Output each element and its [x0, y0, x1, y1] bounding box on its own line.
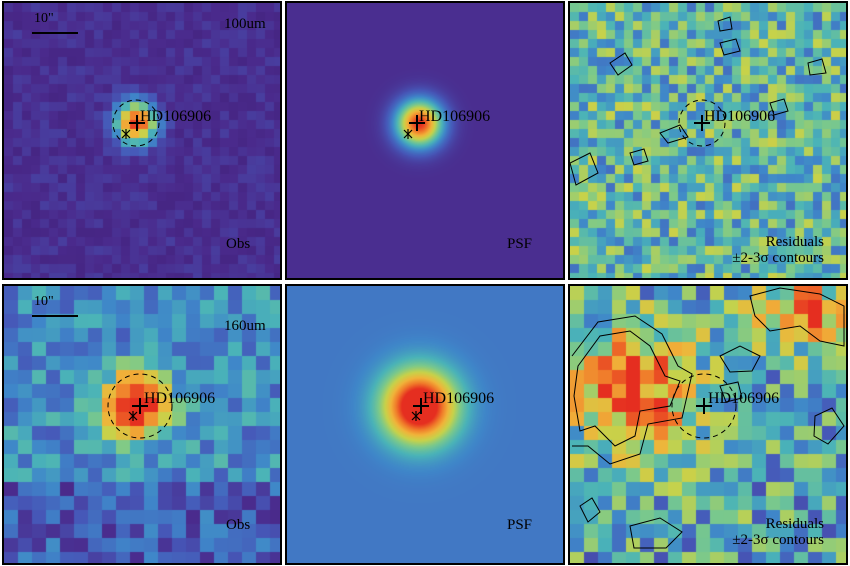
scale-bar-label: 10" — [34, 11, 54, 26]
panel-160um-residual: HD106906 Residuals ±2-3σ contours — [568, 284, 848, 565]
image-100um-psf — [287, 3, 563, 278]
image-100um-residual — [570, 3, 846, 278]
target-label: HD106906 — [140, 108, 212, 125]
corner-label: PSF — [507, 236, 533, 252]
target-label: HD106906 — [704, 108, 776, 125]
target-label: HD106906 — [144, 390, 216, 407]
overlay-160um-obs — [32, 315, 173, 439]
corner-label: Residuals — [765, 234, 824, 250]
corner-label: Obs — [226, 517, 251, 533]
band-label: 160um — [224, 318, 266, 334]
target-label: HD106906 — [423, 390, 495, 407]
overlay-100um-obs — [32, 32, 160, 147]
overlay-100um-residual — [570, 16, 827, 186]
panel-100um-obs: 10" 100um HD106906 Obs — [2, 1, 282, 280]
image-160um-psf — [287, 286, 563, 563]
target-label: HD106906 — [708, 390, 780, 407]
image-100um-obs — [4, 3, 280, 278]
panel-160um-psf: HD106906 PSF — [285, 284, 565, 565]
image-160um-obs — [4, 286, 280, 563]
overlay-100um-psf — [403, 115, 425, 139]
corner-label-contours: ±2-3σ contours — [732, 250, 824, 266]
panel-100um-psf: HD106906 PSF — [285, 1, 565, 280]
corner-label-contours: ±2-3σ contours — [732, 532, 824, 548]
overlay-160um-residual — [571, 287, 845, 549]
band-label: 100um — [224, 16, 266, 32]
overlay-160um-psf — [411, 398, 429, 421]
panel-160um-obs: 10" 160um HD106906 Obs — [2, 284, 282, 565]
corner-label: PSF — [507, 517, 533, 533]
scale-bar-label: 10" — [34, 294, 54, 309]
target-label: HD106906 — [419, 108, 491, 125]
panel-100um-residual: HD106906 Residuals ±2-3σ contours — [568, 1, 848, 280]
corner-label: Residuals — [765, 516, 824, 532]
image-160um-residual — [570, 286, 846, 563]
corner-label: Obs — [226, 236, 251, 252]
